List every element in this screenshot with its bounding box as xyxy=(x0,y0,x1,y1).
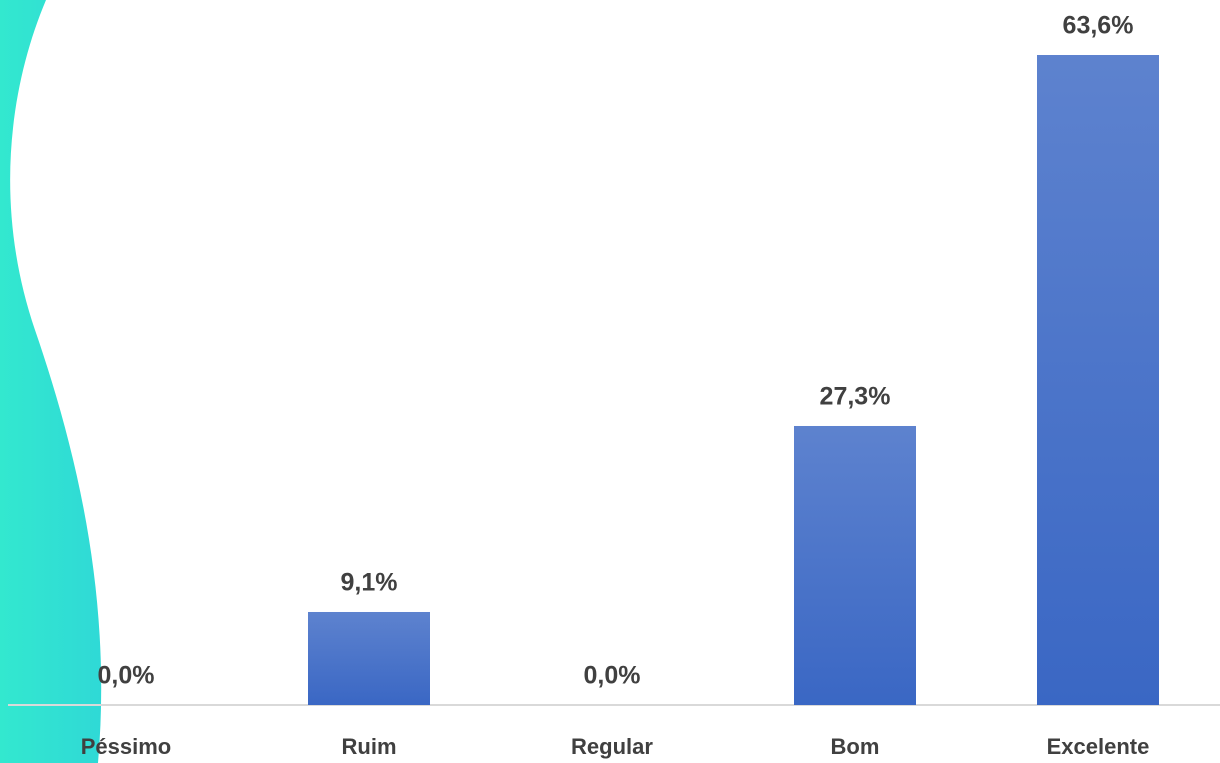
data-label: 9,1% xyxy=(341,569,398,597)
bar xyxy=(794,425,916,705)
data-label: 0,0% xyxy=(98,662,155,690)
x-tick-label: Péssimo xyxy=(81,734,172,759)
data-label: 27,3% xyxy=(820,383,891,411)
data-label: 0,0% xyxy=(584,662,641,690)
x-tick-label: Bom xyxy=(831,734,880,759)
bar xyxy=(1037,55,1159,705)
x-tick-label: Excelente xyxy=(1047,734,1150,759)
x-tick-label: Regular xyxy=(571,734,653,759)
x-tick-label: Ruim xyxy=(342,734,397,759)
data-label: 63,6% xyxy=(1063,12,1134,40)
bar xyxy=(308,611,430,705)
decorative-shape xyxy=(0,0,102,763)
